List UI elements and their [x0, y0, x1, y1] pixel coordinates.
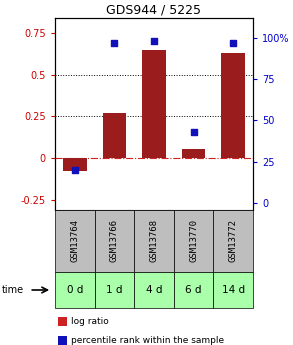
- Bar: [213, 210, 253, 272]
- Text: 0 d: 0 d: [67, 285, 83, 295]
- Text: 1 d: 1 d: [106, 285, 123, 295]
- Point: [152, 38, 156, 44]
- Bar: [174, 272, 213, 308]
- Text: time: time: [1, 285, 24, 295]
- Bar: [142, 50, 166, 158]
- Bar: [95, 272, 134, 308]
- Bar: [55, 272, 95, 308]
- Point: [112, 40, 117, 46]
- Point: [72, 167, 77, 173]
- Point: [231, 40, 236, 46]
- Text: 4 d: 4 d: [146, 285, 162, 295]
- Point: [191, 129, 196, 135]
- Text: GSM13768: GSM13768: [149, 219, 159, 263]
- Text: GSM13772: GSM13772: [229, 219, 238, 263]
- Bar: [55, 210, 95, 272]
- Text: GSM13766: GSM13766: [110, 219, 119, 263]
- Text: 6 d: 6 d: [185, 285, 202, 295]
- Text: log ratio: log ratio: [71, 317, 109, 326]
- Title: GDS944 / 5225: GDS944 / 5225: [106, 4, 202, 17]
- Text: 14 d: 14 d: [222, 285, 245, 295]
- Bar: [221, 53, 245, 158]
- Bar: [63, 158, 87, 171]
- Bar: [134, 210, 174, 272]
- Bar: [134, 272, 174, 308]
- Bar: [103, 113, 126, 158]
- Text: GSM13764: GSM13764: [70, 219, 79, 263]
- Bar: [174, 210, 213, 272]
- Text: percentile rank within the sample: percentile rank within the sample: [71, 336, 224, 345]
- Bar: [213, 272, 253, 308]
- Text: GSM13770: GSM13770: [189, 219, 198, 263]
- Bar: [95, 210, 134, 272]
- Bar: [182, 149, 205, 158]
